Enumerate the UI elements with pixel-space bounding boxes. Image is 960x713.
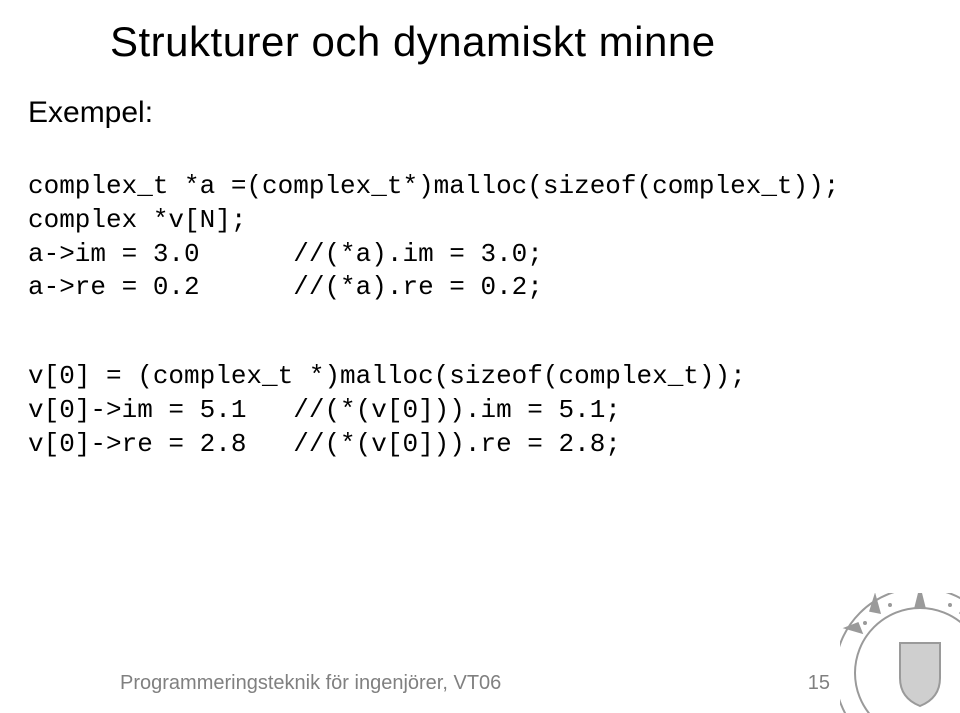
code-line: a->re = 0.2 //(*a).re = 0.2; (28, 272, 543, 302)
code-line: complex *v[N]; (28, 205, 246, 235)
code-line: v[0] = (complex_t *)malloc(sizeof(comple… (28, 361, 746, 391)
code-block-2: v[0] = (complex_t *)malloc(sizeof(comple… (28, 360, 746, 461)
code-line: complex_t *a =(complex_t*)malloc(sizeof(… (28, 171, 839, 201)
footer-text: Programmeringsteknik för ingenjörer, VT0… (120, 672, 501, 695)
code-line: v[0]->im = 5.1 //(*(v[0])).im = 5.1; (28, 395, 621, 425)
slide-title: Strukturer och dynamiskt minne (110, 18, 716, 66)
code-line: v[0]->re = 2.8 //(*(v[0])).re = 2.8; (28, 429, 621, 459)
university-seal-icon (840, 593, 960, 713)
slide: Strukturer och dynamiskt minne Exempel: … (0, 0, 960, 713)
example-label: Exempel: (28, 96, 153, 130)
code-block-1: complex_t *a =(complex_t*)malloc(sizeof(… (28, 170, 839, 305)
code-line: a->im = 3.0 //(*a).im = 3.0; (28, 239, 543, 269)
page-number: 15 (808, 672, 830, 695)
